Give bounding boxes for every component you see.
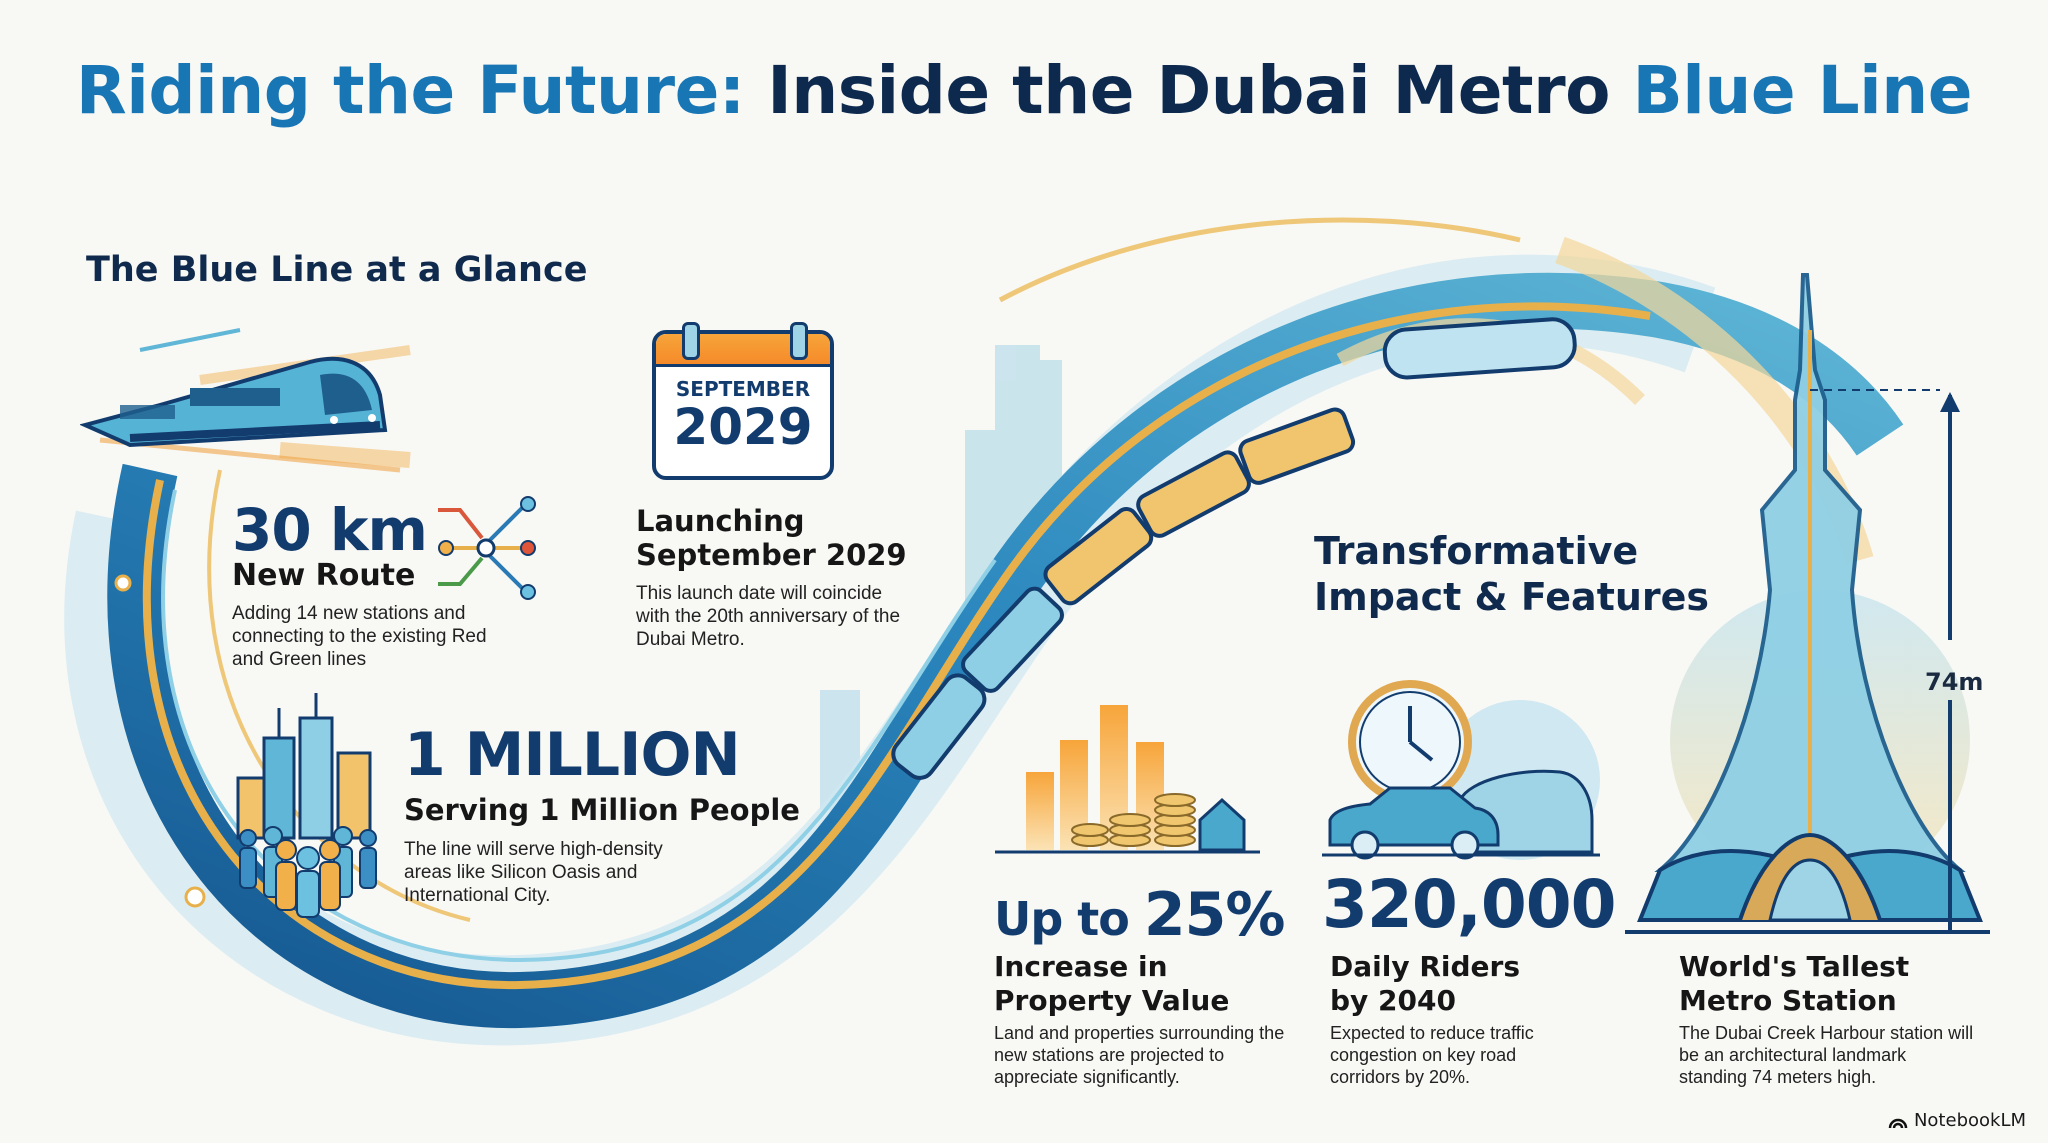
calendar-ring-left (682, 322, 700, 360)
launch-label-line2: September 2029 (636, 538, 907, 572)
route-description: Adding 14 new stations and connecting to… (232, 603, 487, 670)
population-label: Serving 1 Million People (404, 793, 800, 827)
riders-description: Expected to reduce traffic congestion on… (1330, 1023, 1534, 1087)
network-map-icon (438, 496, 536, 600)
calendar-month: SEPTEMBER (675, 377, 811, 401)
property-stat: Up to 25% (994, 880, 1286, 950)
riders-label: Daily Riders by 2040 (1330, 950, 1520, 1018)
title-part-3: Blue Line (1632, 52, 1973, 129)
riders-label-line1: Daily Riders (1330, 950, 1520, 983)
height-label: 74m (1925, 668, 1984, 696)
property-label-line1: Increase in (994, 950, 1168, 983)
riders-label-line2: by 2040 (1330, 984, 1456, 1017)
launch-label-line1: Launching (636, 504, 805, 538)
title-part-1: Riding the Future: (75, 52, 768, 129)
property-stat-prefix: Up to (994, 892, 1144, 946)
notebooklm-brand: NotebookLM (1888, 1110, 2026, 1131)
riders-stat: 320,000 (1322, 866, 1617, 943)
route-label: New Route (232, 558, 416, 593)
track-train (891, 317, 1577, 780)
title-part-2: Inside the Dubai Metro (767, 52, 1633, 129)
launch-description: This launch date will coincide with the … (636, 583, 901, 650)
glance-heading: The Blue Line at a Glance (86, 250, 588, 290)
station-label-line1: World's Tallest (1679, 950, 1910, 983)
route-stat: 30 km (232, 496, 428, 564)
impact-heading-line2: Impact & Features (1314, 575, 1710, 619)
city-people-icon (236, 693, 377, 918)
property-description: Land and properties surrounding the new … (994, 1023, 1285, 1087)
calendar-ring-right (790, 322, 808, 360)
speeding-train-icon (80, 328, 411, 473)
brand-label: NotebookLM (1913, 1110, 2026, 1131)
property-label-line2: Property Value (994, 984, 1230, 1017)
impact-heading-line1: Transformative (1314, 529, 1639, 573)
property-stat-value: 25% (1143, 880, 1286, 950)
station-description: The Dubai Creek Harbour station will be … (1679, 1023, 1974, 1087)
population-stat: 1 MILLION (404, 720, 741, 790)
station-label-line2: Metro Station (1679, 984, 1897, 1017)
population-description: The line will serve high-density areas l… (404, 839, 663, 906)
impact-heading: Transformative Impact & Features (1314, 528, 1709, 620)
station-label: World's Tallest Metro Station (1679, 950, 1909, 1018)
commute-icon (1322, 680, 1600, 860)
tower-station-icon (1625, 273, 1990, 934)
property-label: Increase in Property Value (994, 950, 1229, 1018)
property-growth-icon (995, 705, 1260, 854)
launch-label: Launching September 2029 (636, 504, 907, 572)
page-title: Riding the Future: Inside the Dubai Metr… (0, 52, 2048, 129)
notebooklm-logo-icon (1888, 1118, 1908, 1128)
calendar-year: 2029 (673, 398, 813, 456)
